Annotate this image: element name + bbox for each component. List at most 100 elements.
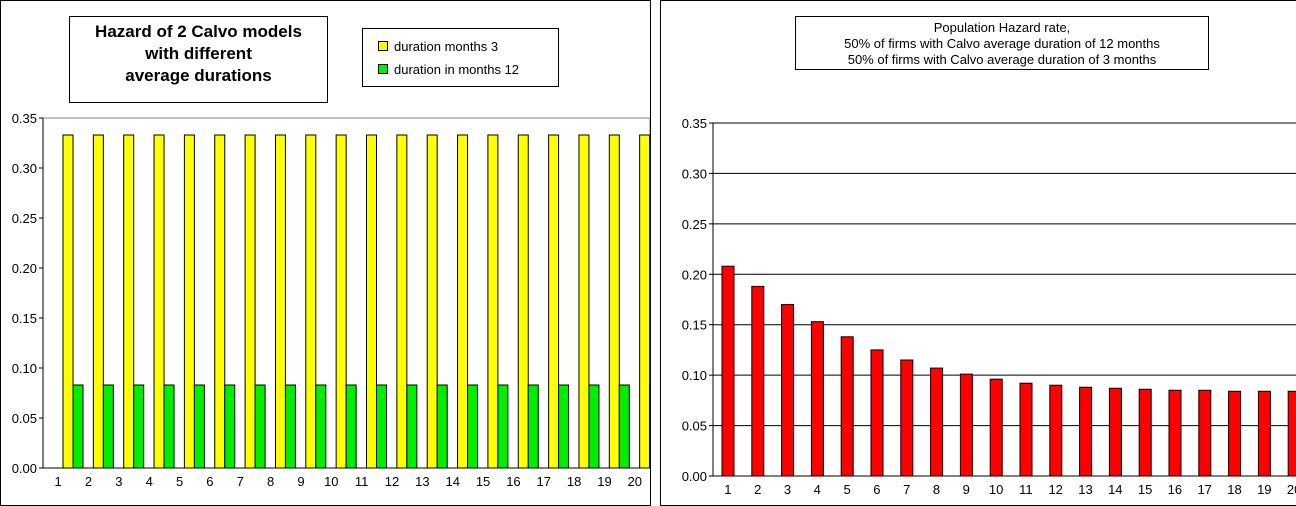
left-bar-s2-19 bbox=[618, 384, 630, 469]
left-bar-s1-18 bbox=[578, 134, 590, 469]
right-bar-s1-10 bbox=[989, 378, 1003, 477]
left-bar-s1-14 bbox=[457, 134, 469, 469]
right-bar-s1-14 bbox=[1108, 387, 1122, 477]
legend-entry-series-2: duration in months 12 bbox=[378, 62, 519, 78]
left-bar-s2-17 bbox=[558, 384, 570, 469]
right-y-tick-label: 0.15 bbox=[682, 318, 707, 333]
right-bar-s1-19 bbox=[1257, 390, 1271, 477]
left-chart-panel: 0.00 0.05 0.10 0.15 0.20 0.25 0.30 0.35 1 2 3 4 5 6 7 8… bbox=[0, 0, 651, 506]
right-x-tick-label: 2 bbox=[754, 482, 761, 497]
right-y-tick-label: 0.35 bbox=[682, 116, 707, 131]
legend-entry-series-1: duration months 3 bbox=[378, 39, 498, 55]
right-bar-s1-11 bbox=[1019, 382, 1033, 477]
left-bar-s2-18 bbox=[588, 384, 600, 469]
left-y-tick-label: 0.00 bbox=[12, 461, 37, 476]
right-bar-s1-18 bbox=[1228, 390, 1242, 477]
left-bar-s2-7 bbox=[254, 384, 266, 469]
right-bar-s1-7 bbox=[900, 359, 914, 477]
right-x-tick-label: 14 bbox=[1108, 482, 1122, 497]
right-x-tick-label: 12 bbox=[1048, 482, 1062, 497]
right-y-tick-label: 0.05 bbox=[682, 419, 707, 434]
right-chart-title-line-3: 50% of firms with Calvo average duration… bbox=[847, 52, 1157, 67]
left-chart-title-line-3: average durations bbox=[125, 66, 272, 85]
left-bar-s1-3 bbox=[123, 134, 135, 469]
right-bar-s1-1 bbox=[721, 265, 735, 477]
left-bar-s1-10 bbox=[335, 134, 347, 469]
left-bar-s2-12 bbox=[406, 384, 418, 469]
right-y-tick-label: 0.00 bbox=[682, 469, 707, 484]
left-x-tick-label: 17 bbox=[537, 474, 551, 489]
left-x-tick-label: 8 bbox=[267, 474, 274, 489]
left-x-tick-label: 14 bbox=[445, 474, 459, 489]
right-chart-plot: 0.000.050.100.150.200.250.300.351 2 3 4 5 6 7 8… bbox=[682, 116, 1296, 497]
right-bar-s1-20 bbox=[1287, 390, 1296, 477]
right-bar-s1-15 bbox=[1138, 388, 1152, 477]
right-bar-s1-13 bbox=[1079, 386, 1093, 477]
right-x-tick-label: 9 bbox=[963, 482, 970, 497]
right-chart-panel: 0.00 0.05 0.10 0.15 0.20 0.25 0.30 0.35 1 2 3 4 5 6 7 8… bbox=[660, 0, 1296, 506]
left-x-tick-label: 6 bbox=[206, 474, 213, 489]
right-x-tick-label: 20 bbox=[1287, 482, 1296, 497]
left-bar-s1-8 bbox=[274, 134, 286, 469]
legend-swatch-green bbox=[378, 64, 388, 74]
left-bar-s2-9 bbox=[315, 384, 327, 469]
right-x-tick-label: 15 bbox=[1138, 482, 1152, 497]
left-x-tick-label: 12 bbox=[385, 474, 399, 489]
left-chart-title: Hazard of 2 Calvo models with different … bbox=[69, 16, 328, 103]
left-x-tick-label: 11 bbox=[355, 474, 369, 489]
right-y-tick-label: 0.30 bbox=[682, 166, 707, 181]
left-bar-s1-16 bbox=[517, 134, 529, 469]
left-x-tick-label: 2 bbox=[85, 474, 92, 489]
left-bar-s2-15 bbox=[497, 384, 509, 469]
legend-label-series-1: duration months 3 bbox=[394, 39, 499, 54]
left-bar-s2-2 bbox=[102, 384, 114, 469]
right-x-tick-label: 8 bbox=[933, 482, 940, 497]
left-bar-s1-4 bbox=[153, 134, 165, 469]
right-x-tick-label: 16 bbox=[1168, 482, 1182, 497]
right-x-tick-label: 10 bbox=[989, 482, 1003, 497]
left-x-tick-label: 15 bbox=[476, 474, 490, 489]
left-bar-s2-6 bbox=[224, 384, 236, 469]
left-x-tick-label: 10 bbox=[324, 474, 338, 489]
right-bar-s1-2 bbox=[751, 285, 765, 477]
right-bar-s1-16 bbox=[1168, 389, 1182, 477]
right-bar-s1-8 bbox=[930, 367, 944, 477]
left-bar-s1-6 bbox=[214, 134, 226, 469]
right-bar-s1-4 bbox=[810, 321, 824, 477]
left-bar-s2-10 bbox=[345, 384, 357, 469]
left-y-tick-label: 0.10 bbox=[12, 361, 37, 376]
left-bar-s2-14 bbox=[467, 384, 479, 469]
right-y-tick-label: 0.20 bbox=[682, 267, 707, 282]
left-x-tick-label: 3 bbox=[115, 474, 122, 489]
left-x-tick-label: 20 bbox=[628, 474, 642, 489]
right-bar-s1-6 bbox=[870, 349, 884, 477]
left-chart-legend: duration months 3 duration in months 12 bbox=[362, 28, 559, 87]
left-x-tick-label: 9 bbox=[297, 474, 304, 489]
right-bar-s1-17 bbox=[1198, 389, 1212, 477]
right-x-tick-label: 7 bbox=[903, 482, 910, 497]
right-x-tick-label: 3 bbox=[784, 482, 791, 497]
left-x-tick-label: 1 bbox=[55, 474, 62, 489]
right-x-tick-label: 11 bbox=[1019, 482, 1033, 497]
left-bar-s2-8 bbox=[284, 384, 296, 469]
left-bar-s1-19 bbox=[608, 134, 620, 469]
left-y-tick-label: 0.30 bbox=[12, 161, 37, 176]
left-bar-s2-4 bbox=[163, 384, 175, 469]
left-y-tick-label: 0.35 bbox=[12, 111, 37, 126]
right-y-tick-label: 0.25 bbox=[682, 217, 707, 232]
left-bar-s1-2 bbox=[92, 134, 104, 469]
left-x-tick-label: 7 bbox=[237, 474, 244, 489]
left-x-tick-label: 5 bbox=[176, 474, 183, 489]
right-chart-title-line-2: 50% of firms with Calvo average duration… bbox=[844, 36, 1160, 51]
right-bar-s1-9 bbox=[959, 373, 973, 477]
right-x-tick-label: 13 bbox=[1078, 482, 1092, 497]
left-y-tick-label: 0.25 bbox=[12, 211, 37, 226]
left-bar-s1-15 bbox=[487, 134, 499, 469]
left-chart-title-line-1: Hazard of 2 Calvo models bbox=[95, 22, 302, 41]
right-chart-title-line-1: Population Hazard rate, bbox=[933, 20, 1071, 35]
right-x-tick-label: 6 bbox=[873, 482, 880, 497]
left-bar-s1-11 bbox=[366, 134, 377, 469]
right-x-tick-label: 17 bbox=[1197, 482, 1211, 497]
left-bar-s2-1 bbox=[72, 384, 84, 469]
right-x-tick-label: 18 bbox=[1227, 482, 1241, 497]
